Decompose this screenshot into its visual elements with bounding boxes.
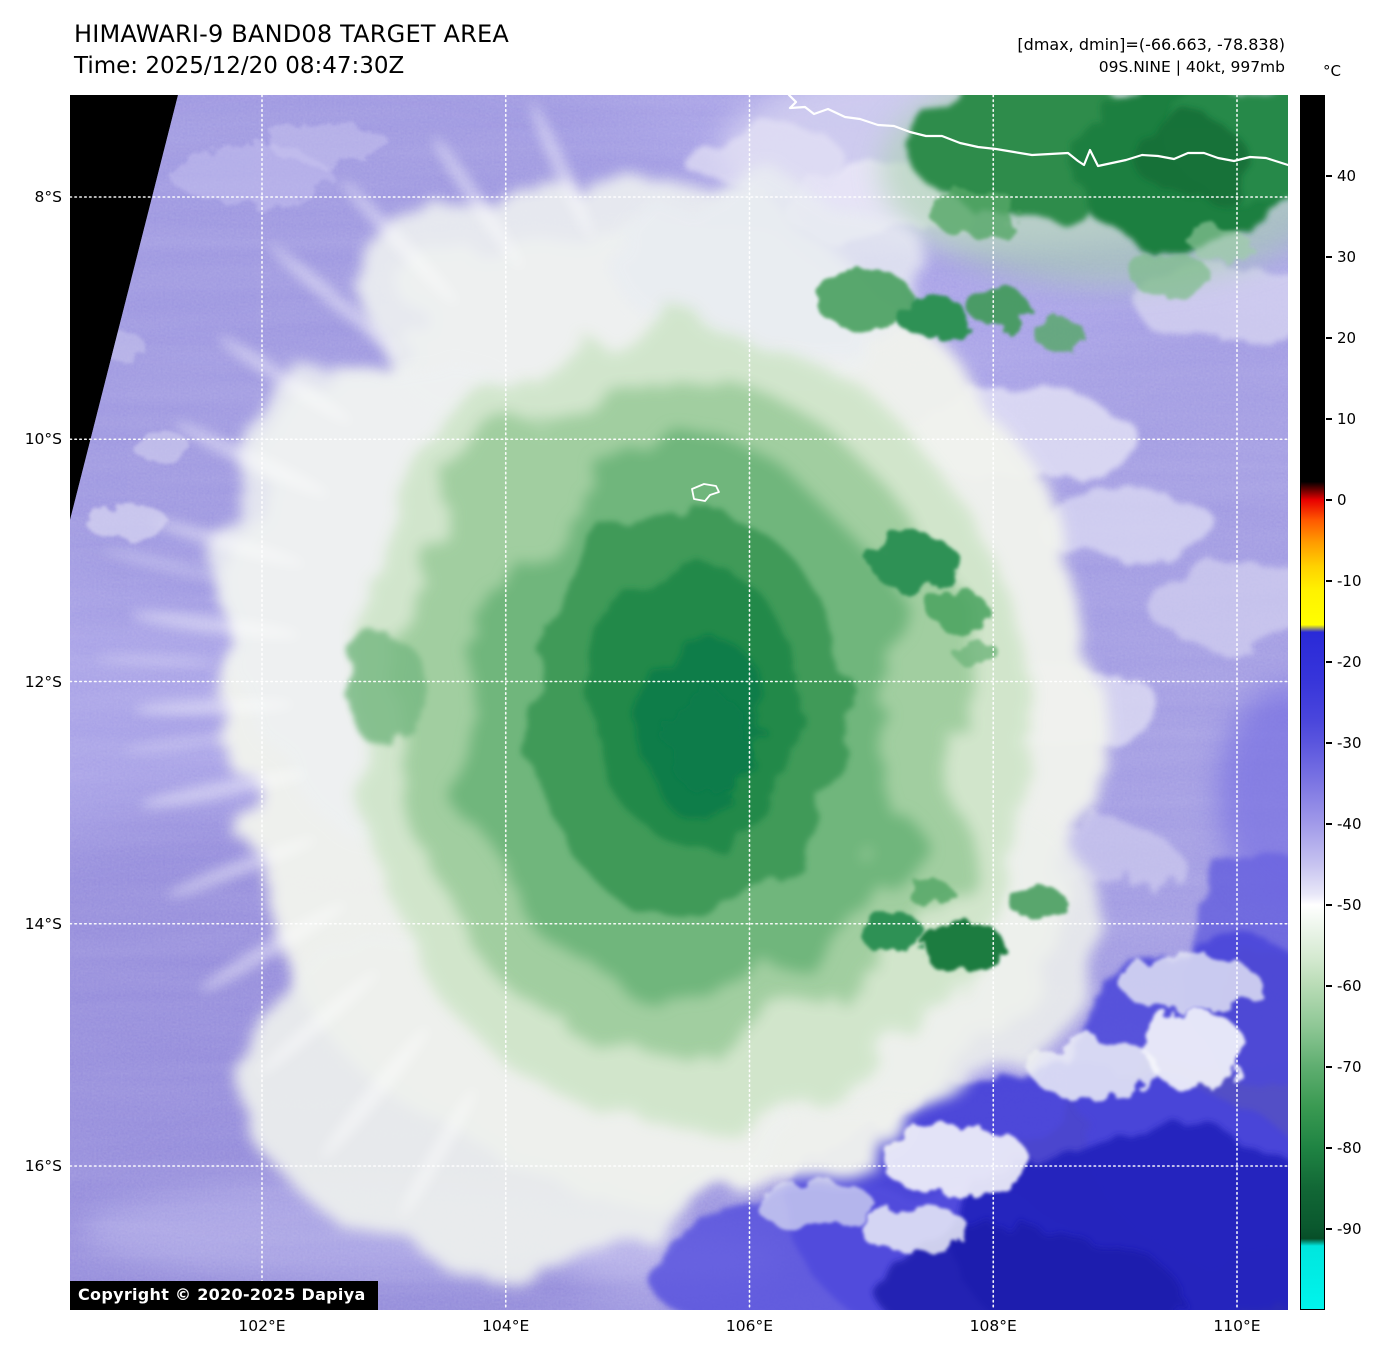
colorbar-tick xyxy=(1326,742,1332,744)
colorbar-tick-label: -10 xyxy=(1337,572,1362,590)
cirrus-streaks xyxy=(95,102,594,1219)
colorbar-tick-label: 0 xyxy=(1337,491,1347,509)
colorbar-tick xyxy=(1326,580,1332,582)
graticule xyxy=(70,95,1288,1310)
satellite-image xyxy=(70,95,1288,1310)
timestamp: Time: 2025/12/20 08:47:30Z xyxy=(74,53,405,79)
lat-tick-label: 12°S xyxy=(24,672,62,691)
colorbar-tick xyxy=(1326,985,1332,987)
dmax-dmin-readout: [dmax, dmin]=(-66.663, -78.838) xyxy=(1017,35,1285,54)
colorbar-tick xyxy=(1326,256,1332,258)
lon-tick-label: 104°E xyxy=(482,1317,530,1335)
colorbar-tick-label: -60 xyxy=(1337,977,1362,995)
temperature-colorbar xyxy=(1300,95,1325,1310)
lat-tick-label: 14°S xyxy=(24,914,62,933)
colorbar-tick-label: -40 xyxy=(1337,815,1362,833)
colorbar-tick xyxy=(1326,904,1332,906)
storm-readout: 09S.NINE | 40kt, 997mb xyxy=(1098,58,1285,76)
colorbar-tick-label: 20 xyxy=(1337,329,1357,347)
lat-tick-label: 16°S xyxy=(24,1157,62,1175)
colorbar-tick-label: -20 xyxy=(1337,653,1362,671)
satellite-data-region xyxy=(70,95,1288,1310)
colorbar-tick-label: 40 xyxy=(1337,167,1357,185)
colorbar-tick-label: -50 xyxy=(1337,896,1362,914)
colorbar-tick xyxy=(1326,175,1332,177)
lon-tick-label: 102°E xyxy=(238,1317,286,1335)
colorbar-tick-label: 10 xyxy=(1337,410,1357,428)
page-title: HIMAWARI-9 BAND08 TARGET AREA xyxy=(74,20,509,48)
satellite-map-panel: Copyright © 2020-2025 Dapiya xyxy=(70,95,1288,1310)
lat-tick-label: 8°S xyxy=(34,188,62,206)
colorbar-tick xyxy=(1326,823,1332,825)
white-cloud-cells-south xyxy=(755,955,1260,1254)
colorbar-tick-label: -70 xyxy=(1337,1058,1362,1076)
lat-tick-label: 10°S xyxy=(24,430,62,449)
colorbar-tick-label: -30 xyxy=(1337,734,1362,752)
copyright-label: Copyright © 2020-2025 Dapiya xyxy=(70,1281,378,1310)
colorbar-tick-label: 30 xyxy=(1337,248,1357,266)
christmas-island-outline xyxy=(691,483,720,502)
java-convection xyxy=(880,95,1288,297)
colorbar-tick-label: -80 xyxy=(1337,1139,1362,1157)
colorbar-tick xyxy=(1326,661,1332,663)
java-coastline xyxy=(787,95,1288,168)
colorbar-tick xyxy=(1326,337,1332,339)
green-cells xyxy=(347,270,1086,973)
colorbar-tick xyxy=(1326,1066,1332,1068)
colorbar-unit-label: °C xyxy=(1323,62,1341,80)
colorbar-tick-label: -90 xyxy=(1337,1220,1362,1238)
lon-tick-label: 106°E xyxy=(725,1317,774,1335)
lon-tick-label: 108°E xyxy=(969,1317,1017,1335)
lon-tick-label: 110°E xyxy=(1213,1317,1261,1335)
colorbar-tick xyxy=(1326,499,1332,501)
convective-core xyxy=(352,323,1012,1123)
colorbar-tick xyxy=(1326,1147,1332,1149)
colorbar-tick xyxy=(1326,418,1332,420)
colorbar-tick xyxy=(1326,1228,1332,1230)
